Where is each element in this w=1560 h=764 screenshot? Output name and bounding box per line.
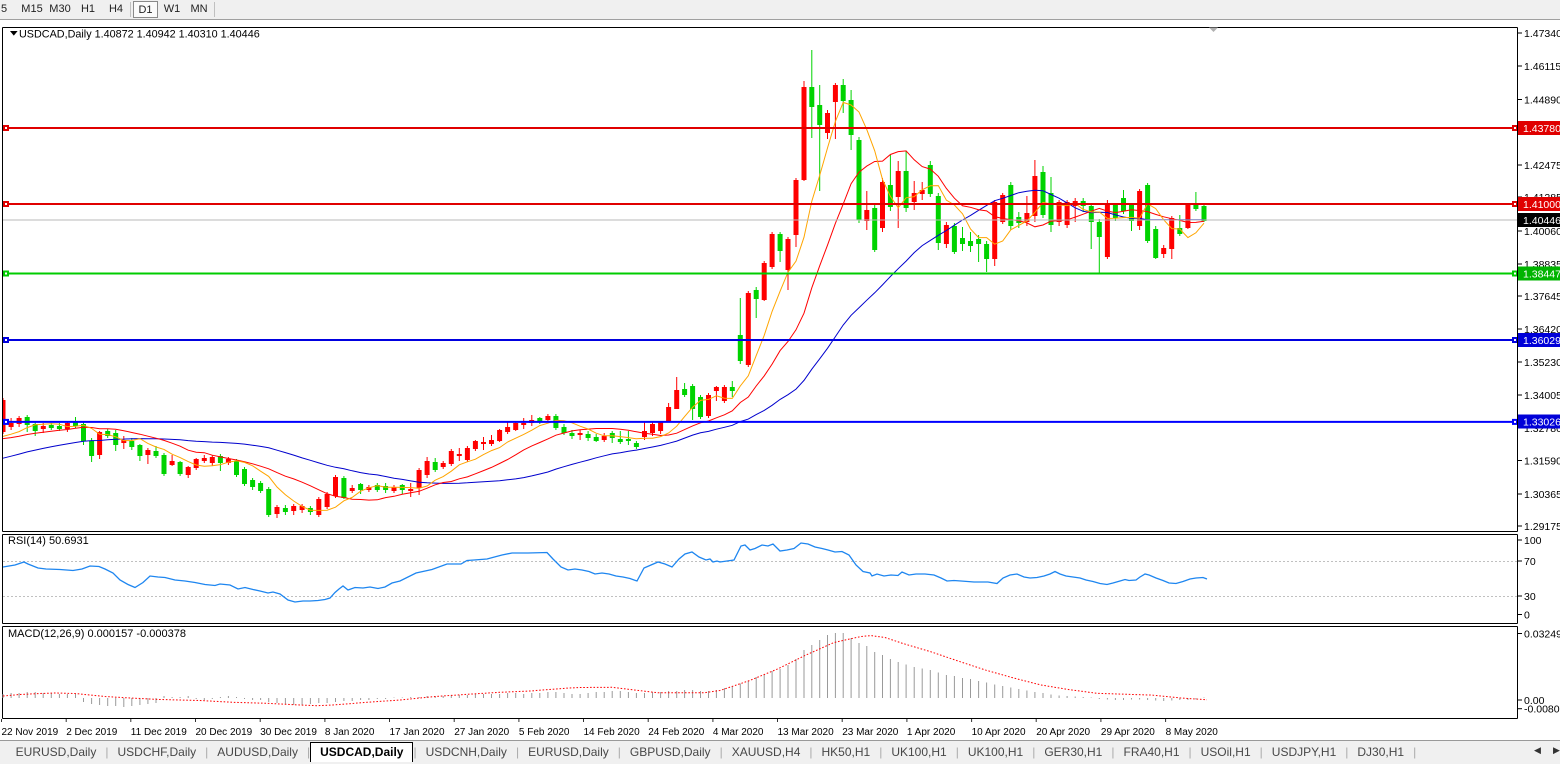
svg-text:1.34005: 1.34005: [1524, 390, 1560, 402]
svg-text:1.37645: 1.37645: [1524, 291, 1560, 303]
svg-text:29 Apr 2020: 29 Apr 2020: [1101, 727, 1155, 738]
svg-text:0.032493: 0.032493: [1524, 629, 1560, 641]
svg-text:17 Jan 2020: 17 Jan 2020: [390, 727, 445, 738]
svg-text:11 Dec 2019: 11 Dec 2019: [131, 727, 187, 738]
svg-text:1.31590: 1.31590: [1524, 456, 1560, 468]
svg-text:1.30365: 1.30365: [1524, 489, 1560, 501]
svg-text:1.38447: 1.38447: [1523, 269, 1560, 281]
svg-text:23 Mar 2020: 23 Mar 2020: [842, 727, 899, 738]
svg-text:1.40060: 1.40060: [1524, 226, 1560, 238]
svg-text:10 Apr 2020: 10 Apr 2020: [972, 727, 1026, 738]
svg-text:1.35230: 1.35230: [1524, 357, 1560, 369]
svg-text:27 Jan 2020: 27 Jan 2020: [454, 727, 509, 738]
svg-text:5 Feb 2020: 5 Feb 2020: [519, 727, 570, 738]
svg-text:30: 30: [1524, 591, 1536, 603]
svg-text:0.00: 0.00: [1524, 695, 1545, 707]
svg-text:22 Nov 2019: 22 Nov 2019: [2, 727, 59, 738]
svg-text:0: 0: [1524, 610, 1530, 622]
svg-text:-0.008086: -0.008086: [1524, 704, 1560, 716]
svg-text:24 Feb 2020: 24 Feb 2020: [648, 727, 705, 738]
svg-text:2 Dec 2019: 2 Dec 2019: [66, 727, 118, 738]
svg-text:MACD(12,26,9) 0.000157 -0.0003: MACD(12,26,9) 0.000157 -0.000378: [8, 628, 186, 640]
svg-text:USDCAD,Daily 1.40872 1.40942: USDCAD,Daily 1.40872 1.40942 1.40310 1.4…: [19, 29, 260, 41]
svg-text:1 Apr 2020: 1 Apr 2020: [907, 727, 956, 738]
svg-text:1.33026: 1.33026: [1523, 417, 1560, 429]
svg-text:13 Mar 2020: 13 Mar 2020: [778, 727, 835, 738]
svg-text:1.47340: 1.47340: [1524, 28, 1560, 40]
svg-text:RSI(14) 50.6931: RSI(14) 50.6931: [8, 535, 89, 547]
svg-text:70: 70: [1524, 556, 1536, 568]
svg-text:1.42475: 1.42475: [1524, 160, 1560, 172]
svg-text:1.41000: 1.41000: [1523, 199, 1560, 211]
svg-text:1.44890: 1.44890: [1524, 95, 1560, 107]
svg-text:1.40446: 1.40446: [1523, 215, 1560, 227]
svg-text:1.36029: 1.36029: [1523, 335, 1560, 347]
svg-text:8 May 2020: 8 May 2020: [1166, 727, 1219, 738]
svg-text:1.46115: 1.46115: [1524, 61, 1560, 73]
svg-text:100: 100: [1524, 535, 1542, 547]
svg-text:1.29175: 1.29175: [1524, 521, 1560, 533]
svg-text:20 Dec 2019: 20 Dec 2019: [196, 727, 253, 738]
svg-text:4 Mar 2020: 4 Mar 2020: [713, 727, 764, 738]
svg-text:1.43780: 1.43780: [1523, 123, 1560, 135]
svg-text:30 Dec 2019: 30 Dec 2019: [260, 727, 317, 738]
svg-text:8 Jan 2020: 8 Jan 2020: [325, 727, 375, 738]
svg-text:20 Apr 2020: 20 Apr 2020: [1036, 727, 1090, 738]
svg-text:14 Feb 2020: 14 Feb 2020: [584, 727, 641, 738]
